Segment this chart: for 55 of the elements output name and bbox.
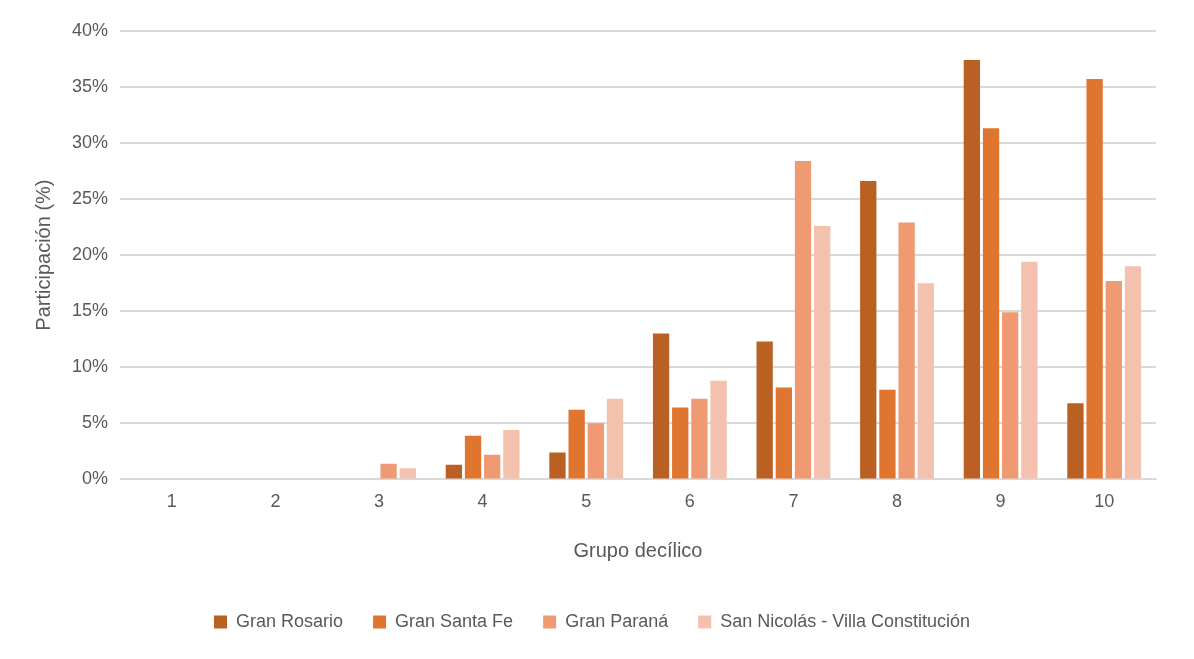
y-tick-label: 10% bbox=[72, 356, 109, 377]
bar bbox=[1067, 403, 1084, 479]
x-tick-label: 8 bbox=[892, 491, 903, 512]
legend-label: Gran Santa Fe bbox=[395, 610, 514, 631]
bar bbox=[917, 283, 934, 479]
bar bbox=[794, 160, 812, 479]
x-tick-label: 6 bbox=[684, 491, 695, 512]
y-axis-title: Participación (%) bbox=[31, 179, 54, 331]
bar bbox=[1002, 312, 1019, 479]
bar bbox=[445, 464, 463, 479]
y-tick-label: 40% bbox=[72, 19, 109, 40]
bar bbox=[982, 128, 1000, 479]
bar bbox=[963, 59, 980, 479]
x-axis-title: Grupo decílico bbox=[573, 538, 703, 561]
legend-label: San Nicolás - Villa Constitución bbox=[720, 610, 970, 631]
x-tick-label: 10 bbox=[1094, 491, 1115, 512]
bar bbox=[606, 398, 624, 479]
bar bbox=[1021, 261, 1038, 479]
bar bbox=[814, 225, 831, 479]
bar bbox=[549, 452, 566, 479]
bar bbox=[879, 389, 896, 479]
bar bbox=[898, 222, 915, 479]
legend-label: Gran Paraná bbox=[565, 610, 670, 631]
bar bbox=[484, 454, 501, 479]
bar bbox=[1124, 266, 1142, 479]
x-tick-label: 4 bbox=[477, 491, 488, 512]
bar bbox=[756, 341, 773, 479]
y-tick-label: 25% bbox=[72, 187, 109, 208]
x-tick-label: 1 bbox=[166, 491, 177, 512]
bar bbox=[568, 409, 585, 479]
bar bbox=[503, 430, 520, 479]
x-tick-label: 3 bbox=[374, 491, 385, 512]
bar bbox=[672, 407, 689, 479]
x-tick-label: 9 bbox=[995, 491, 1006, 512]
bar bbox=[464, 435, 482, 479]
bar bbox=[652, 333, 670, 479]
y-tick-label: 15% bbox=[72, 300, 109, 321]
bar bbox=[860, 181, 877, 479]
x-tick-label: 5 bbox=[581, 491, 592, 512]
y-tick-label: 30% bbox=[72, 131, 109, 152]
bar bbox=[691, 398, 708, 479]
bar bbox=[710, 380, 727, 479]
legend-label: Gran Rosario bbox=[236, 610, 344, 631]
bar bbox=[380, 463, 397, 479]
y-tick-label: 0% bbox=[82, 468, 109, 489]
bar bbox=[587, 423, 604, 479]
bar bbox=[1086, 79, 1103, 479]
bar bbox=[399, 468, 416, 479]
x-tick-label: 7 bbox=[788, 491, 799, 512]
y-tick-label: 35% bbox=[72, 75, 109, 96]
bar bbox=[1105, 280, 1122, 479]
x-tick-label: 2 bbox=[270, 491, 281, 512]
bar bbox=[775, 387, 792, 479]
y-tick-label: 5% bbox=[82, 412, 109, 433]
y-tick-label: 20% bbox=[72, 244, 109, 265]
